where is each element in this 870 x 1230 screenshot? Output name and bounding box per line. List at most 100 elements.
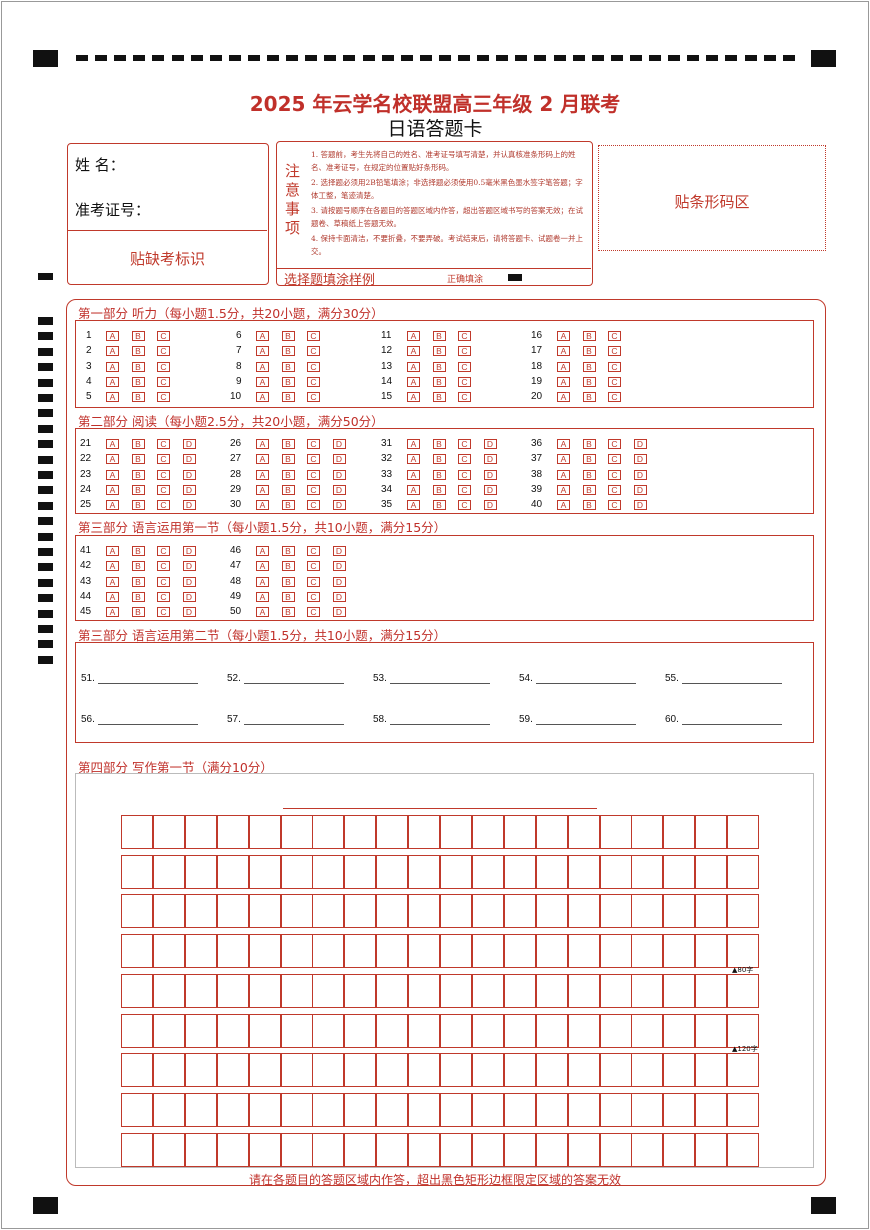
option-bubble-d[interactable]: D <box>332 607 346 618</box>
writing-cell[interactable] <box>663 894 696 929</box>
writing-cell[interactable] <box>599 973 632 1008</box>
writing-cell[interactable] <box>121 934 153 969</box>
option-bubble-b[interactable]: B <box>131 454 145 465</box>
option-bubble-b[interactable]: B <box>582 392 596 403</box>
option-bubble-b[interactable]: B <box>582 346 596 357</box>
writing-cell[interactable] <box>408 1092 441 1127</box>
writing-cell[interactable] <box>471 894 504 929</box>
writing-cell[interactable] <box>152 1053 185 1088</box>
option-bubble-d[interactable]: D <box>332 439 346 449</box>
option-bubble-c[interactable]: C <box>608 484 621 495</box>
writing-cell[interactable] <box>376 1092 409 1127</box>
writing-cell[interactable] <box>184 973 217 1008</box>
option-bubble-b[interactable]: B <box>131 607 145 618</box>
option-bubble-c[interactable]: C <box>157 576 170 587</box>
option-bubble-b[interactable]: B <box>131 484 145 495</box>
option-bubble-c[interactable]: C <box>608 361 621 372</box>
writing-cell[interactable] <box>184 1132 217 1167</box>
writing-cell[interactable] <box>312 1092 345 1127</box>
writing-cell[interactable] <box>631 1092 664 1127</box>
writing-cell[interactable] <box>152 854 185 889</box>
writing-cell[interactable] <box>471 815 504 849</box>
option-bubble-a[interactable]: A <box>407 392 420 403</box>
writing-cell[interactable] <box>663 1132 696 1167</box>
writing-cell[interactable] <box>503 973 536 1008</box>
writing-cell[interactable] <box>695 1013 728 1048</box>
writing-cell[interactable] <box>567 1132 600 1167</box>
option-bubble-a[interactable]: A <box>256 607 269 618</box>
option-bubble-c[interactable]: C <box>157 454 170 465</box>
answer-blank[interactable] <box>244 683 344 684</box>
writing-cell[interactable] <box>631 1013 664 1048</box>
writing-cell[interactable] <box>376 815 409 849</box>
writing-cell[interactable] <box>184 1092 217 1127</box>
option-bubble-a[interactable]: A <box>256 454 269 465</box>
writing-cell[interactable] <box>248 1092 281 1127</box>
writing-cell[interactable] <box>535 934 568 969</box>
option-bubble-d[interactable]: D <box>182 500 196 511</box>
writing-cell[interactable] <box>440 854 472 889</box>
option-bubble-a[interactable]: A <box>106 561 119 572</box>
writing-cell[interactable] <box>440 1092 472 1127</box>
option-bubble-b[interactable]: B <box>131 376 145 387</box>
option-bubble-c[interactable]: C <box>157 331 170 341</box>
answer-blank[interactable] <box>98 724 198 725</box>
writing-cell[interactable] <box>344 894 377 929</box>
option-bubble-c[interactable]: C <box>307 561 320 572</box>
writing-cell[interactable] <box>471 854 504 889</box>
writing-cell[interactable] <box>535 973 568 1008</box>
writing-cell[interactable] <box>376 894 409 929</box>
writing-cell[interactable] <box>663 973 696 1008</box>
option-bubble-d[interactable]: D <box>332 546 346 556</box>
writing-cell[interactable] <box>312 1053 345 1088</box>
writing-cell[interactable] <box>471 934 504 969</box>
writing-cell[interactable] <box>599 854 632 889</box>
option-bubble-c[interactable]: C <box>307 454 320 465</box>
option-bubble-b[interactable]: B <box>131 576 145 587</box>
writing-cell[interactable] <box>408 1013 441 1048</box>
option-bubble-a[interactable]: A <box>106 591 119 602</box>
writing-cell[interactable] <box>695 1092 728 1127</box>
writing-cell[interactable] <box>695 894 728 929</box>
writing-cell[interactable] <box>152 934 185 969</box>
writing-cell[interactable] <box>248 854 281 889</box>
option-bubble-a[interactable]: A <box>256 376 269 387</box>
writing-cell[interactable] <box>408 1053 441 1088</box>
writing-cell[interactable] <box>535 1053 568 1088</box>
option-bubble-c[interactable]: C <box>458 331 471 341</box>
option-bubble-b[interactable]: B <box>131 392 145 403</box>
option-bubble-c[interactable]: C <box>458 500 471 511</box>
option-bubble-c[interactable]: C <box>307 346 320 357</box>
option-bubble-b[interactable]: B <box>281 591 295 602</box>
answer-blank[interactable] <box>536 683 636 684</box>
option-bubble-b[interactable]: B <box>131 546 145 556</box>
option-bubble-d[interactable]: D <box>633 484 647 495</box>
option-bubble-c[interactable]: C <box>157 392 170 403</box>
writing-cell[interactable] <box>216 1013 249 1048</box>
option-bubble-c[interactable]: C <box>157 591 170 602</box>
writing-cell[interactable] <box>121 973 153 1008</box>
writing-cell[interactable] <box>216 854 249 889</box>
option-bubble-b[interactable]: B <box>131 439 145 449</box>
writing-cell[interactable] <box>376 973 409 1008</box>
option-bubble-a[interactable]: A <box>106 546 119 556</box>
writing-cell[interactable] <box>152 1092 185 1127</box>
writing-cell[interactable] <box>344 1013 377 1048</box>
option-bubble-a[interactable]: A <box>256 591 269 602</box>
option-bubble-a[interactable]: A <box>256 331 269 341</box>
writing-cell[interactable] <box>567 1092 600 1127</box>
answer-blank[interactable] <box>536 724 636 725</box>
writing-cell[interactable] <box>344 973 377 1008</box>
writing-cell[interactable] <box>280 934 313 969</box>
option-bubble-d[interactable]: D <box>483 454 497 465</box>
writing-cell[interactable] <box>567 854 600 889</box>
writing-cell[interactable] <box>312 854 345 889</box>
option-bubble-a[interactable]: A <box>557 331 570 341</box>
writing-cell[interactable] <box>280 854 313 889</box>
option-bubble-a[interactable]: A <box>557 439 570 449</box>
writing-cell[interactable] <box>599 815 632 849</box>
writing-cell[interactable] <box>184 815 217 849</box>
answer-blank[interactable] <box>98 683 198 684</box>
writing-cell[interactable] <box>121 1013 153 1048</box>
option-bubble-c[interactable]: C <box>157 346 170 357</box>
